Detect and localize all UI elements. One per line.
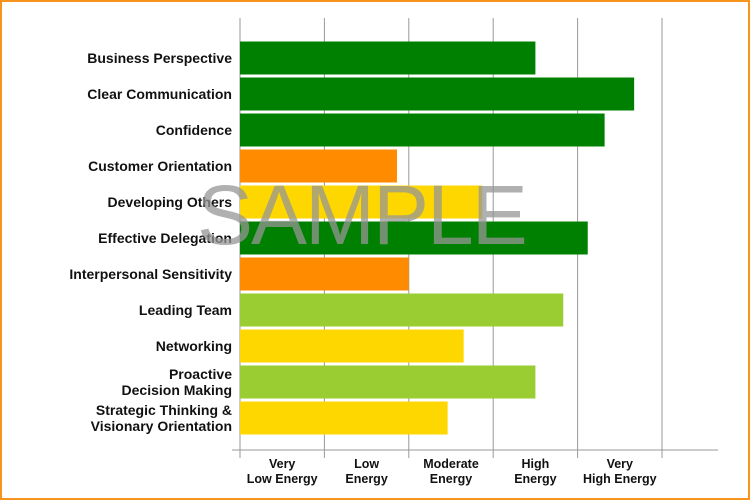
category-label: Business Perspective [87, 50, 232, 66]
category-label: Leading Team [138, 302, 232, 318]
category-label: Effective Delegation [98, 230, 232, 246]
bar [240, 257, 409, 291]
bar [240, 293, 564, 327]
bar [240, 221, 588, 255]
category-label: Networking [155, 338, 232, 354]
bar [240, 77, 635, 111]
level-label: Very High Energy [582, 457, 657, 486]
level-label: High Energy [514, 457, 557, 486]
category-label: Interpersonal Sensitivity [69, 266, 232, 282]
level-label: Moderate Energy [423, 457, 479, 486]
category-label: Strategic Thinking & Visionary Orientati… [90, 402, 232, 434]
bar [240, 185, 483, 219]
bar [240, 113, 605, 147]
bar [240, 149, 397, 183]
category-label: Confidence [155, 122, 232, 138]
bar [240, 365, 536, 399]
bar [240, 329, 464, 363]
bar [240, 41, 536, 75]
category-label: Customer Orientation [88, 158, 232, 174]
category-label: Developing Others [107, 194, 232, 210]
category-label: Clear Communication [87, 86, 232, 102]
category-label: Proactive Decision Making [121, 366, 232, 398]
bar [240, 401, 448, 435]
watermark: SAMPLE [197, 168, 528, 262]
level-label: Low Energy [345, 457, 388, 486]
level-label: Very Low Energy [246, 457, 318, 486]
